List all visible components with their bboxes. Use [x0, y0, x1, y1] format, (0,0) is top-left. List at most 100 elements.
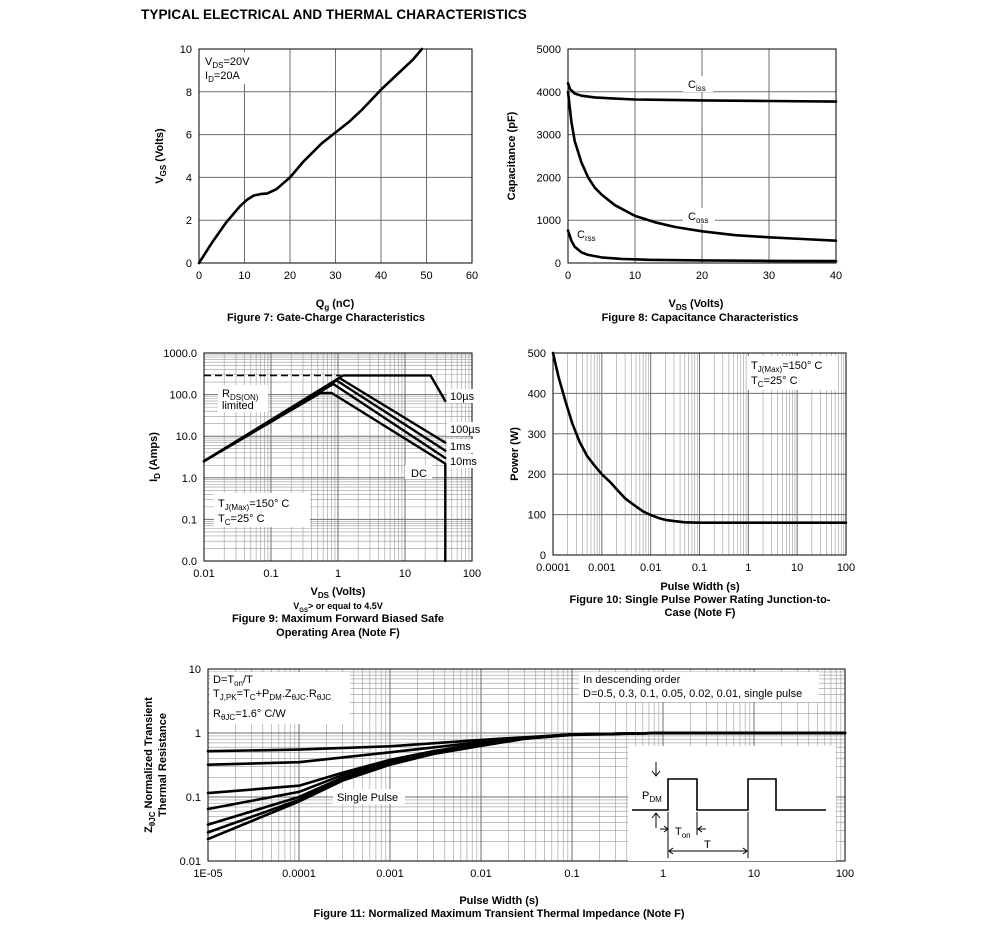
power-curve [551, 351, 848, 524]
y-tick-label: 100 [528, 510, 546, 522]
chart-fig10: 0.0001 0.001 0.01 0.1 1 10 100 0 100 200 300 400 500… [509, 348, 855, 619]
x-tick-label: 0.1 [692, 562, 707, 574]
y-tick-label: 0 [186, 258, 192, 270]
note-rthjc: RθJC=1.6° C/W [213, 708, 286, 722]
plot-frame [567, 48, 837, 264]
x-tick-label: 20 [284, 270, 296, 282]
x-tick-label: 0 [565, 270, 571, 282]
plot-frame [198, 48, 473, 264]
label-dc: DC [411, 468, 427, 480]
series-coss [566, 90, 838, 242]
figure-caption-line1: Figure 10: Single Pulse Power Rating Jun… [570, 594, 831, 606]
y-axis-label-line2: Thermal Resistance [157, 713, 169, 817]
x-tick-label: 0 [196, 270, 202, 282]
y-tick-label: 5000 [537, 44, 561, 56]
annotation-id: ID=20A [205, 70, 241, 84]
x-tick-label: 0.01 [470, 868, 491, 880]
annotation-tj: TJ(Max)=150° C [218, 498, 289, 512]
figure-caption: Figure 11: Normalized Maximum Transient … [313, 908, 684, 920]
figure-caption-line2: Case (Note F) [665, 607, 736, 619]
y-axis-label: Power (W) [509, 427, 521, 481]
single-pulse-label: Single Pulse [337, 792, 398, 804]
x-tick-label: 30 [329, 270, 341, 282]
y-tick-label: 0.01 [180, 856, 201, 868]
label-backdrop [683, 76, 713, 92]
annotation-vds: VDS=20V [205, 56, 250, 70]
y-tick-label: 0.1 [186, 792, 201, 804]
y-tick-label: 0 [540, 550, 546, 562]
figure-caption-line1: Figure 9: Maximum Forward Biased Safe [232, 613, 444, 625]
chart-fig9: 0.01 0.1 1 10 1000.00.11.010.0100.01000.0RDS… [148, 348, 487, 639]
x-tick-label: 0.1 [263, 568, 278, 580]
pdm-arrow-bottom [651, 812, 661, 828]
x-tick-label: 30 [763, 270, 775, 282]
y-tick-label: 1000 [537, 215, 561, 227]
soa-DC [202, 391, 447, 563]
y-tick-label: 2000 [537, 172, 561, 184]
y-tick-label: 200 [528, 469, 546, 481]
x-tick-label: 10 [629, 270, 641, 282]
y-tick-label: 10.0 [176, 431, 197, 443]
figure-caption-line2: Operating Area (Note F) [276, 627, 400, 639]
figure-caption: Figure 8: Capacitance Characteristics [602, 312, 799, 324]
y-tick-label: 400 [528, 388, 546, 400]
note-order: In descending order [583, 674, 681, 686]
y-tick-label: 500 [528, 348, 546, 360]
label-ciss: Ciss [688, 79, 706, 93]
pulse-train [632, 778, 826, 811]
annotation-tc: TC=25° C [751, 375, 798, 389]
label-backdrop [447, 422, 487, 436]
x-tick-label: 10 [791, 562, 803, 574]
y-axis-label: ID (Amps) [148, 432, 162, 482]
chart-fig11: 1E-05 0.0001 0.001 0.01 0.1 1 10 100 0.01 0.1 1 10 D… [143, 664, 854, 920]
label-backdrop [214, 493, 310, 527]
label-backdrop [202, 52, 258, 84]
ton-label: Ton [675, 826, 691, 840]
label-backdrop [747, 356, 837, 390]
label-backdrop [333, 789, 405, 804]
y-tick-label: 10 [189, 664, 201, 676]
vgs-curve [197, 47, 424, 265]
x-tick-label: 0.01 [640, 562, 661, 574]
y-tick-label: 0.1 [182, 514, 197, 526]
y-tick-label: 100.0 [169, 390, 197, 402]
x-tick-label: 40 [375, 270, 387, 282]
y-tick-label: 10 [180, 44, 192, 56]
t-label: T [704, 839, 711, 851]
x-axis-label: VDS (Volts) [669, 298, 724, 312]
y-tick-label: 8 [186, 87, 192, 99]
y-tick-label: 0.0 [182, 556, 197, 568]
inset-backdrop [628, 746, 836, 861]
figure-caption: Figure 7: Gate-Charge Characteristics [227, 312, 425, 324]
x-tick-label: 0.1 [564, 868, 579, 880]
x-tick-label: 10 [399, 568, 411, 580]
note-tjpk: TJ,PK=TC+PDM.ZθJC.RθJC [213, 688, 331, 702]
x-tick-label: 1E-05 [193, 868, 222, 880]
x-tick-label: 0.001 [588, 562, 616, 574]
y-tick-label: 300 [528, 429, 546, 441]
y-tick-label: 1.0 [182, 473, 197, 485]
label-backdrop [683, 208, 715, 224]
y-axis-label: VGS (Volts) [154, 128, 168, 184]
series-ciss [566, 81, 838, 103]
x-tick-label: 0.0001 [536, 562, 570, 574]
x-tick-label: 0.01 [193, 568, 214, 580]
x-tick-label: 1 [745, 562, 751, 574]
x-tick-label: 100 [837, 562, 855, 574]
series-crss [566, 229, 838, 263]
label-100s: 100µs [450, 424, 481, 436]
rds-label: RDS(ON) [222, 388, 259, 402]
y-axis-label: Capacitance (pF) [506, 111, 518, 200]
y-tick-label: 6 [186, 130, 192, 142]
zth-singlepulse [206, 731, 847, 841]
chart-fig8: 0 10 20 30 40 0 1000 2000 3000 4000 5000 Ciss Coss Cr… [506, 44, 842, 324]
y-tick-label: 4 [186, 172, 192, 184]
vgs-note: VGS> or equal to 4.5V [293, 601, 382, 614]
x-tick-label: 10 [748, 868, 760, 880]
x-axis-label: Qg (nC) [316, 298, 355, 312]
page-title: TYPICAL ELECTRICAL AND THERMAL CHARACTER… [141, 7, 527, 22]
ton-markers [667, 812, 698, 858]
label-backdrop [210, 672, 350, 724]
